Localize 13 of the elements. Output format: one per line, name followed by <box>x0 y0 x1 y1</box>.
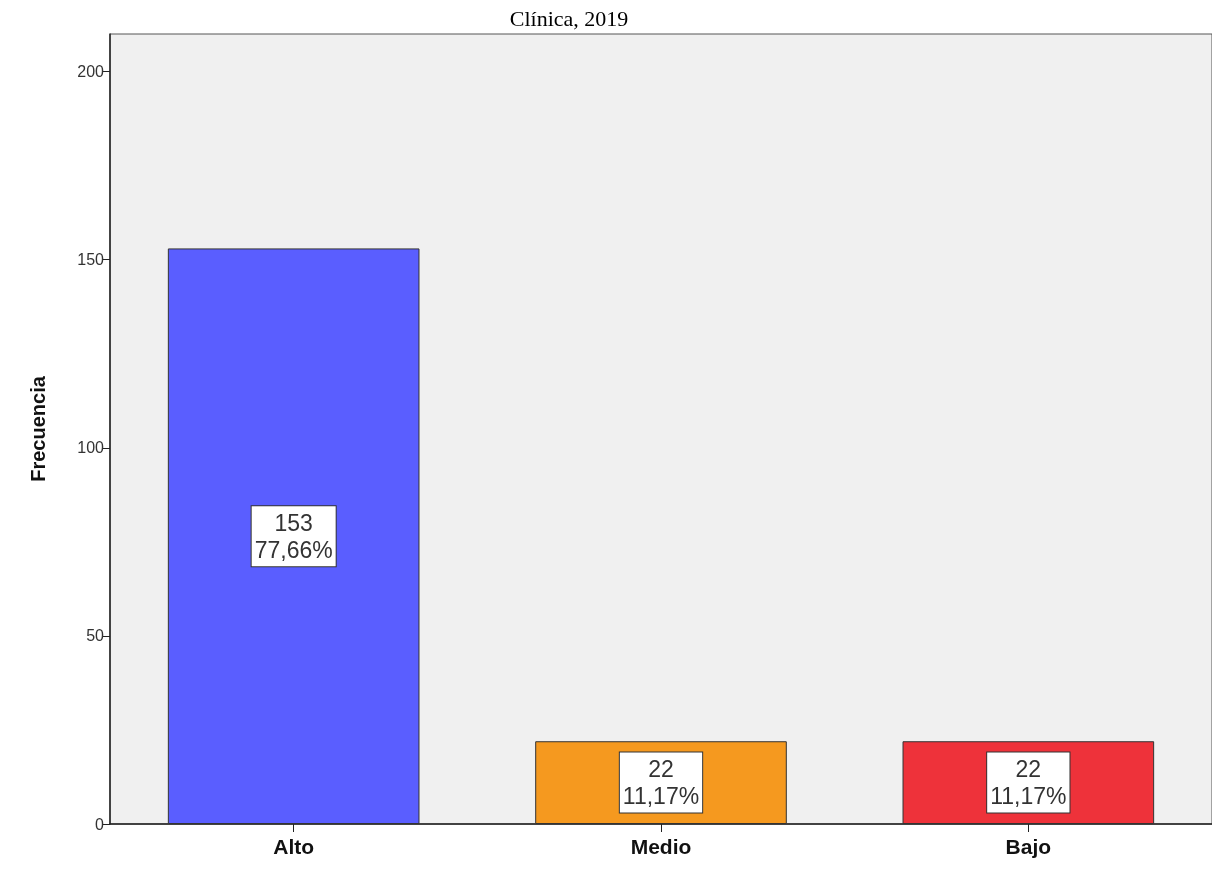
y-tick-label: 100 <box>77 439 105 457</box>
x-tick-label: Bajo <box>1005 835 1052 858</box>
y-tick-label: 200 <box>77 63 105 81</box>
x-tick-label: Medio <box>630 835 692 858</box>
data-label: 22 11,17% <box>990 756 1067 810</box>
y-tick-label: 50 <box>86 627 105 645</box>
y-tick-label: 0 <box>95 815 105 833</box>
y-axis-title: Frecuencia <box>27 375 49 482</box>
y-tick-label: 150 <box>77 251 105 269</box>
data-label: 153 77,66% <box>254 509 333 563</box>
data-label: 22 11,17% <box>622 756 700 810</box>
chart-title: Clínica, 2019 <box>509 5 629 31</box>
x-tick-label: Alto <box>273 835 315 858</box>
